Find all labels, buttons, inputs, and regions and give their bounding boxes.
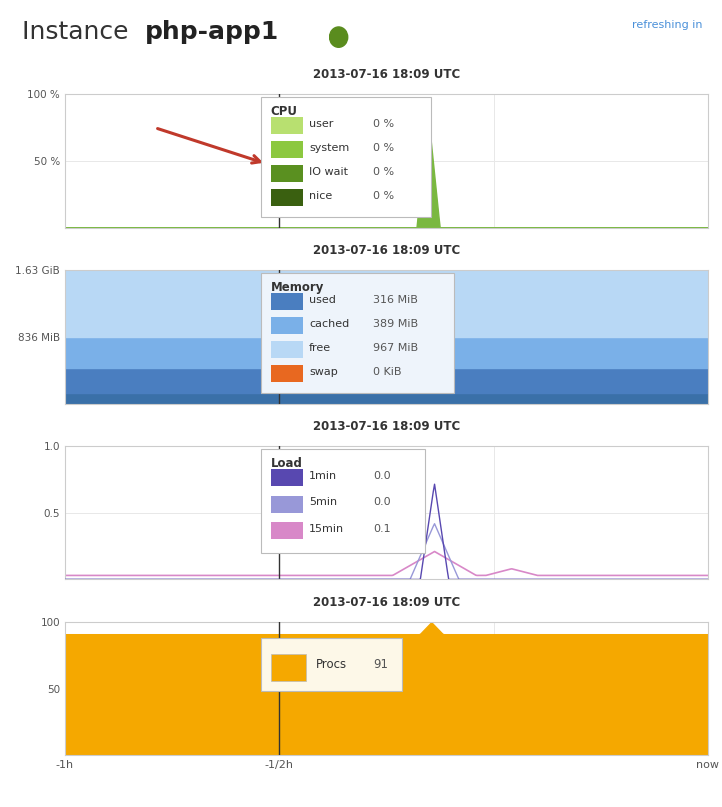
Text: 0.0: 0.0 [373, 497, 391, 507]
Text: 0 %: 0 % [373, 190, 394, 201]
Text: CPU: CPU [271, 105, 297, 118]
Text: 1min: 1min [309, 470, 337, 480]
Text: 0 KiB: 0 KiB [373, 366, 402, 377]
Text: 2013-07-16 18:09 UTC: 2013-07-16 18:09 UTC [313, 420, 460, 433]
FancyBboxPatch shape [261, 638, 402, 692]
Text: 15min: 15min [309, 524, 344, 533]
FancyBboxPatch shape [271, 165, 303, 182]
Text: cached: cached [309, 319, 349, 328]
FancyBboxPatch shape [261, 449, 425, 553]
Text: 967 MiB: 967 MiB [373, 343, 419, 353]
Circle shape [329, 27, 348, 48]
Text: used: used [309, 295, 336, 304]
Text: user: user [309, 119, 334, 128]
Text: 0 %: 0 % [373, 167, 394, 177]
FancyBboxPatch shape [271, 117, 303, 134]
FancyBboxPatch shape [271, 341, 303, 358]
Text: 5min: 5min [309, 497, 337, 507]
FancyBboxPatch shape [261, 97, 431, 217]
Text: 91: 91 [373, 659, 388, 671]
FancyBboxPatch shape [261, 273, 453, 393]
FancyBboxPatch shape [271, 365, 303, 383]
Text: 2013-07-16 18:09 UTC: 2013-07-16 18:09 UTC [313, 596, 460, 608]
Text: IO wait: IO wait [309, 167, 348, 177]
Text: free: free [309, 343, 331, 353]
FancyBboxPatch shape [271, 495, 303, 513]
FancyBboxPatch shape [271, 469, 303, 487]
Text: nice: nice [309, 190, 332, 201]
FancyBboxPatch shape [271, 522, 303, 540]
Text: 0 %: 0 % [373, 143, 394, 153]
FancyBboxPatch shape [271, 317, 303, 334]
Text: Memory: Memory [271, 281, 324, 294]
Text: Instance: Instance [22, 20, 136, 44]
FancyBboxPatch shape [271, 141, 303, 158]
Text: 316 MiB: 316 MiB [373, 295, 418, 304]
Text: 0 %: 0 % [373, 119, 394, 128]
FancyBboxPatch shape [271, 654, 306, 681]
Text: 0.0: 0.0 [373, 470, 391, 480]
Text: 0.1: 0.1 [373, 524, 391, 533]
Text: system: system [309, 143, 349, 153]
Text: Procs: Procs [316, 659, 347, 671]
Text: refreshing in: refreshing in [632, 20, 703, 30]
Text: Load: Load [271, 457, 303, 470]
Text: 389 MiB: 389 MiB [373, 319, 419, 328]
FancyBboxPatch shape [271, 189, 303, 207]
Text: 2013-07-16 18:09 UTC: 2013-07-16 18:09 UTC [313, 244, 460, 257]
Text: swap: swap [309, 366, 338, 377]
Text: 2013-07-16 18:09 UTC: 2013-07-16 18:09 UTC [313, 68, 460, 81]
Text: php-app1: php-app1 [144, 20, 279, 44]
FancyBboxPatch shape [271, 293, 303, 311]
